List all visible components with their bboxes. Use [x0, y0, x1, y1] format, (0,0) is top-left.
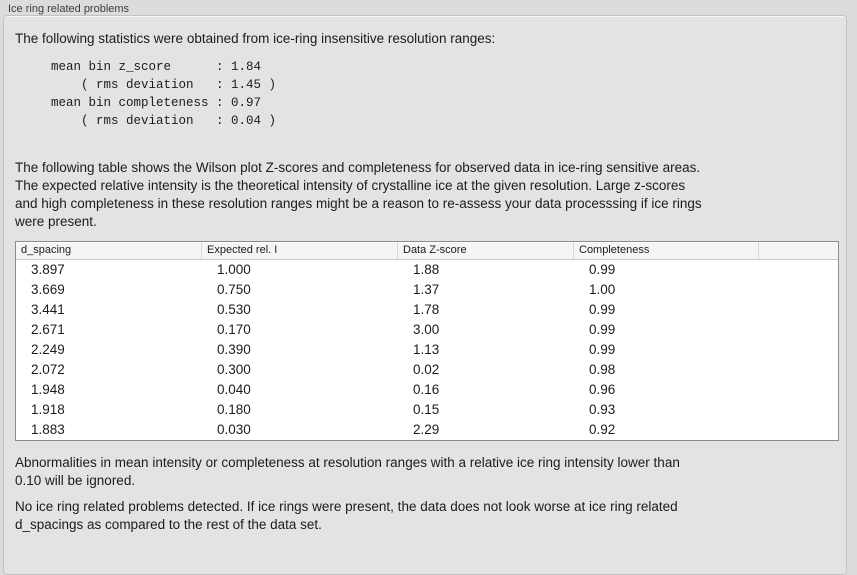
stat-mean-bin-z-score: mean bin z_score : 1.84: [51, 60, 262, 74]
table-cell: 0.92: [589, 422, 616, 437]
table-cell: 0.170: [217, 322, 251, 337]
conclusion-line: d_spacings as compared to the rest of th…: [15, 517, 322, 532]
table-cell: 2.29: [413, 422, 440, 437]
description-line: The expected relative intensity is the t…: [15, 178, 686, 193]
table-header-row: d_spacing Expected rel. I Data Z-score C…: [16, 242, 838, 260]
conclusion-line: No ice ring related problems detected. I…: [15, 499, 678, 514]
table-cell: 0.030: [217, 422, 251, 437]
table-cell: 0.16: [413, 382, 440, 397]
table-cell: 0.15: [413, 402, 440, 417]
stats-block: mean bin z_score : 1.84 ( rms deviation …: [51, 58, 836, 130]
table-body: 3.897 1.000 1.88 0.99 3.669 0.750 1.37 1.00 3.44…: [16, 260, 838, 440]
stat-completeness-rms-deviation: ( rms deviation : 0.04 ): [51, 114, 277, 128]
table-cell: 0.750: [217, 282, 251, 297]
table-cell: [759, 320, 838, 340]
table-cell: 0.96: [589, 382, 616, 397]
table-cell: 0.99: [589, 342, 616, 357]
table-cell: 0.530: [217, 302, 251, 317]
table-cell: 1.918: [31, 402, 65, 417]
table-cell: 1.000: [217, 262, 251, 277]
table-cell: 0.99: [589, 322, 616, 337]
table-cell: 0.99: [589, 262, 616, 277]
ice-ring-table: d_spacing Expected rel. I Data Z-score C…: [15, 241, 839, 441]
table-cell: 3.897: [31, 262, 65, 277]
table-cell: 0.98: [589, 362, 616, 377]
column-header-data-z-score: Data Z-score: [398, 242, 574, 259]
table-cell: 0.93: [589, 402, 616, 417]
table-cell: 0.02: [413, 362, 440, 377]
table-row[interactable]: 2.072 0.300 0.02 0.98: [16, 360, 838, 380]
table-cell: [759, 260, 838, 280]
table-cell: 1.88: [413, 262, 440, 277]
column-header-empty: [759, 242, 838, 259]
table-row[interactable]: 2.249 0.390 1.13 0.99: [16, 340, 838, 360]
conclusion-text: No ice ring related problems detected. I…: [15, 498, 836, 534]
table-row[interactable]: 2.671 0.170 3.00 0.99: [16, 320, 838, 340]
table-cell: [759, 360, 838, 380]
table-cell: 3.669: [31, 282, 65, 297]
description-line: and high completeness in these resolutio…: [15, 196, 702, 211]
table-cell: 2.671: [31, 322, 65, 337]
ignore-note-line: Abnormalities in mean intensity or compl…: [15, 455, 680, 470]
table-cell: 0.99: [589, 302, 616, 317]
intro-text: The following statistics were obtained f…: [15, 31, 496, 46]
table-cell: 0.180: [217, 402, 251, 417]
table-cell: 1.78: [413, 302, 440, 317]
table-row[interactable]: 1.948 0.040 0.16 0.96: [16, 380, 838, 400]
description-line: The following table shows the Wilson plo…: [15, 160, 701, 175]
table-cell: 1.13: [413, 342, 440, 357]
column-header-d-spacing: d_spacing: [16, 242, 202, 259]
table-cell: 1.883: [31, 422, 65, 437]
table-cell: [759, 400, 838, 420]
panel-title: Ice ring related problems: [8, 3, 130, 15]
column-header-completeness: Completeness: [574, 242, 759, 259]
table-cell: 3.00: [413, 322, 440, 337]
table-row[interactable]: 1.883 0.030 2.29 0.92: [16, 420, 838, 440]
column-header-expected-rel-i: Expected rel. I: [202, 242, 398, 259]
table-cell: [759, 340, 838, 360]
table-description: The following table shows the Wilson plo…: [15, 159, 836, 231]
table-cell: [759, 420, 838, 440]
stat-z-score-rms-deviation: ( rms deviation : 1.45 ): [51, 78, 277, 92]
table-cell: 1.00: [589, 282, 616, 297]
description-line: were present.: [15, 214, 97, 229]
table-cell: 1.948: [31, 382, 65, 397]
table-cell: 2.249: [31, 342, 65, 357]
ignore-note-line: 0.10 will be ignored.: [15, 473, 136, 488]
table-cell: 1.37: [413, 282, 440, 297]
table-cell: [759, 300, 838, 320]
table-row[interactable]: 1.918 0.180 0.15 0.93: [16, 400, 838, 420]
ignore-note: Abnormalities in mean intensity or compl…: [15, 454, 836, 490]
table-row[interactable]: 3.441 0.530 1.78 0.99: [16, 300, 838, 320]
table-cell: 0.390: [217, 342, 251, 357]
table-cell: 2.072: [31, 362, 65, 377]
table-cell: [759, 380, 838, 400]
table-cell: 0.040: [217, 382, 251, 397]
stat-mean-bin-completeness: mean bin completeness : 0.97: [51, 96, 262, 110]
table-row[interactable]: 3.669 0.750 1.37 1.00: [16, 280, 838, 300]
table-cell: 3.441: [31, 302, 65, 317]
table-cell: [759, 280, 838, 300]
table-cell: 0.300: [217, 362, 251, 377]
ice-ring-panel: The following statistics were obtained f…: [3, 15, 847, 575]
table-row[interactable]: 3.897 1.000 1.88 0.99: [16, 260, 838, 280]
